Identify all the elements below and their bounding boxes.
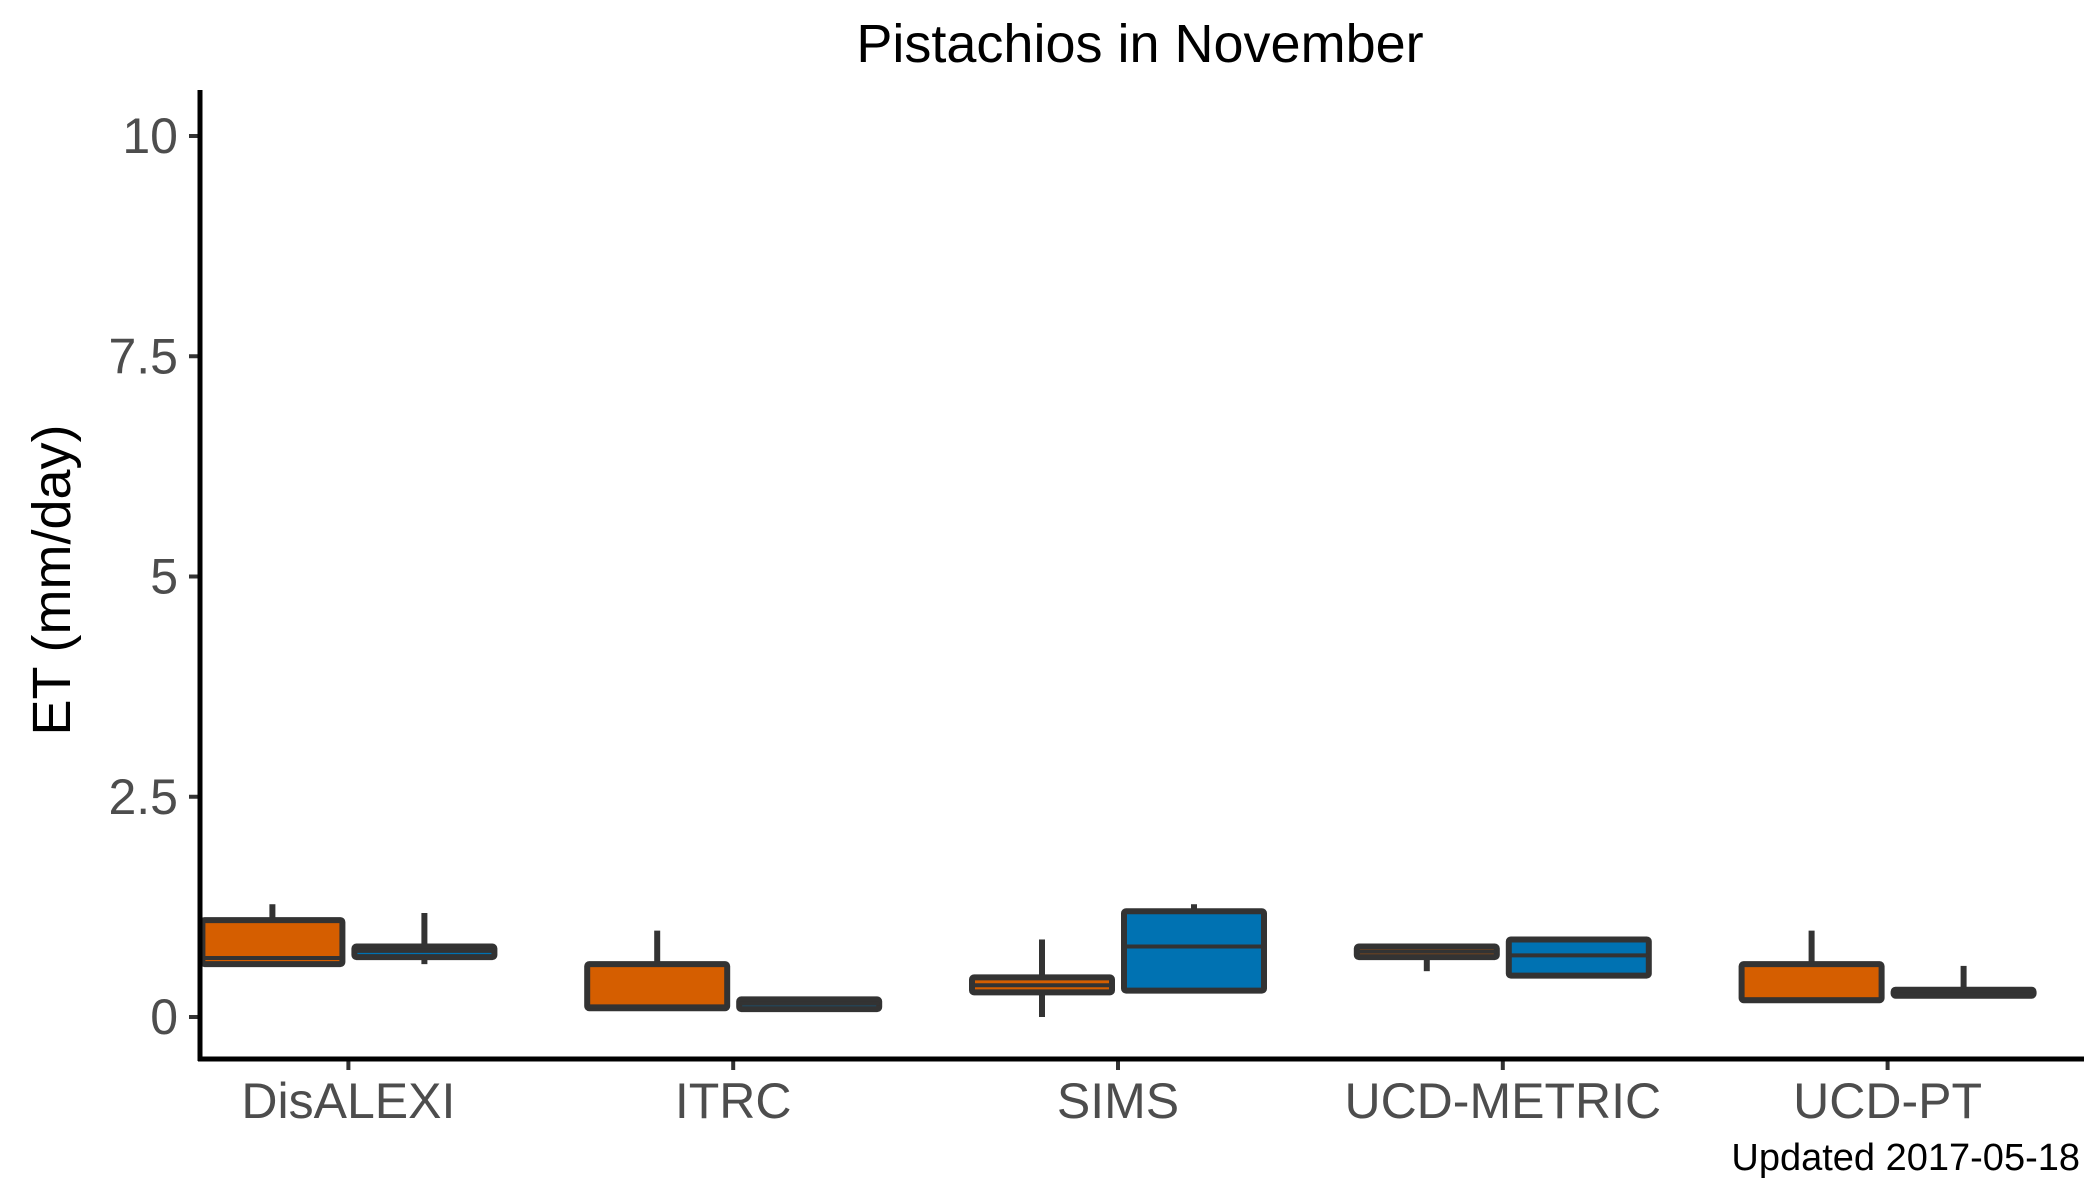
updated-caption: Updated 2017-05-18 — [1731, 1137, 2080, 1179]
x-tick-label: ITRC — [675, 1073, 792, 1129]
box-ucd-pt-blue — [1890, 965, 2037, 999]
boxplot-series — [199, 904, 2037, 1017]
x-tick-label: DisALEXI — [241, 1073, 455, 1129]
box-body — [1738, 961, 1885, 1004]
box-itrc-blue — [736, 996, 883, 1013]
x-tick-label: UCD-PT — [1793, 1073, 1982, 1129]
y-tick-label: 2.5 — [108, 769, 178, 825]
y-tick-label: 10 — [122, 108, 178, 164]
box-body — [1505, 936, 1652, 979]
box-disalexi-orange — [199, 904, 346, 968]
y-tick-label: 7.5 — [108, 328, 178, 384]
box-ucd-pt-orange — [1738, 930, 1885, 1004]
y-tick-label: 0 — [150, 989, 178, 1045]
box-disalexi-blue — [351, 913, 498, 965]
y-tick-label: 5 — [150, 549, 178, 605]
chart-title: Pistachios in November — [856, 14, 1423, 74]
box-sims-orange — [969, 939, 1115, 1017]
box-body — [584, 961, 731, 1012]
box-body — [1121, 908, 1267, 994]
x-tick-label: SIMS — [1057, 1073, 1179, 1129]
y-axis-ticks: 0 2.5 5 7.5 10 — [108, 108, 200, 1045]
box-ucd-metric-orange — [1353, 943, 1500, 972]
x-axis-ticks: DisALEXI ITRC SIMS UCD-METRIC UCD-PT — [241, 1059, 1982, 1129]
box-ucd-metric-blue — [1505, 936, 1652, 979]
y-axis-label: ET (mm/day) — [22, 424, 82, 735]
box-sims-blue — [1121, 904, 1267, 994]
x-tick-label: UCD-METRIC — [1344, 1073, 1661, 1129]
box-itrc-orange — [584, 930, 731, 1012]
